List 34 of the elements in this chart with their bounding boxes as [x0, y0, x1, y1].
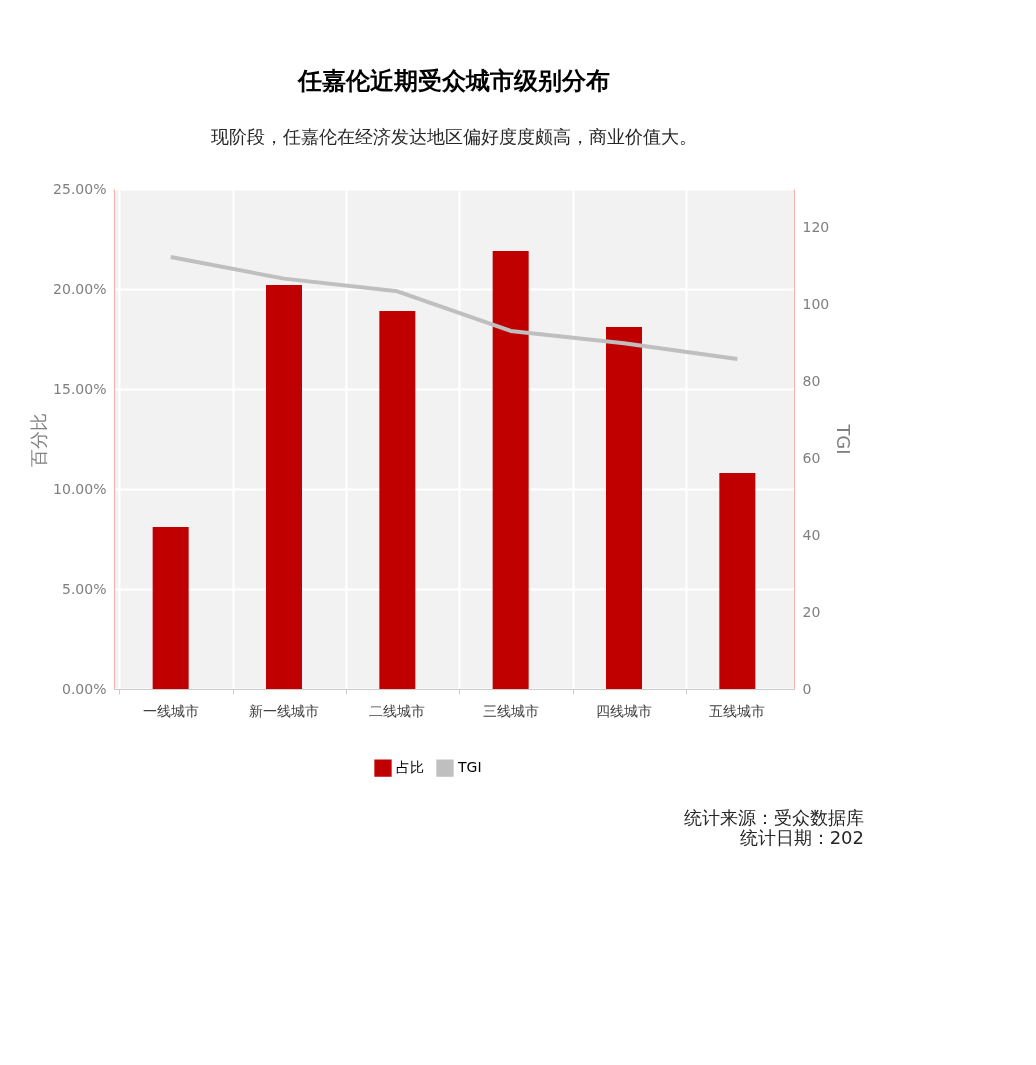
y-tick-label: 25.00%	[53, 180, 107, 197]
bar	[606, 327, 642, 689]
text: 统计来源：受众数据库	[684, 807, 864, 828]
bar	[492, 251, 529, 689]
x-tick-label: 新一线城市	[249, 702, 319, 719]
legend-label: 占比	[396, 759, 424, 776]
y-tick-label: 10.00%	[53, 480, 107, 497]
y-tick-label: 20.00%	[53, 280, 107, 297]
y-tick-label: 15.00%	[53, 380, 107, 397]
y2-tick-label: 40	[802, 526, 821, 543]
y2-axis-title: TGI	[833, 423, 855, 455]
bar	[719, 473, 756, 689]
x-tick-label: 一线城市	[142, 702, 199, 719]
x-tick-label: 五线城市	[709, 702, 766, 719]
y-tick-label: 0.00%	[62, 680, 107, 697]
text: 统计日期：202	[739, 827, 864, 848]
chart-title: 任嘉伦近期受众城市级别分布	[297, 67, 610, 95]
y2-tick-label: 0	[802, 680, 812, 697]
x-tick-label: 三线城市	[482, 702, 539, 719]
y2-tick-label: 100	[802, 295, 830, 312]
chart-subtitle: 现阶段，任嘉伦在经济发达地区偏好度度颇高，商业价值大。	[211, 126, 697, 147]
bar	[379, 311, 416, 689]
x-tick-label: 二线城市	[369, 702, 426, 719]
bar	[266, 285, 302, 689]
y-tick-label: 5.00%	[62, 580, 107, 597]
y-axis-title: 百分比	[28, 412, 50, 467]
y2-tick-label: 60	[802, 449, 821, 466]
line-series	[168, 255, 740, 361]
y2-tick-label: 20	[802, 603, 821, 620]
y2-tick-label: 120	[802, 218, 830, 235]
y2-tick-label: 80	[802, 372, 821, 389]
legend-label: TGI	[457, 759, 482, 776]
x-tick-label: 四线城市	[596, 702, 652, 719]
bar	[152, 527, 189, 689]
